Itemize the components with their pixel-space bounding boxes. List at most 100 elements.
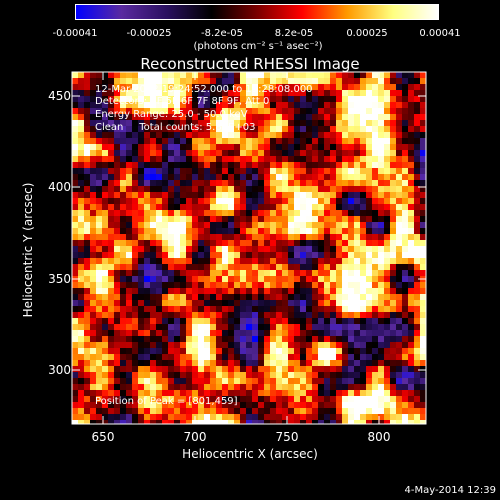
heatmap-cell <box>186 330 192 336</box>
heatmap-cell <box>384 384 390 390</box>
heatmap-cell <box>180 114 186 120</box>
heatmap-cell <box>120 204 126 210</box>
heatmap-cell <box>72 228 78 234</box>
heatmap-cell <box>120 330 126 336</box>
heatmap-cell <box>252 348 258 354</box>
heatmap-cell <box>156 108 162 114</box>
heatmap-cell <box>108 234 114 240</box>
heatmap-cell <box>366 312 372 318</box>
heatmap-cell <box>126 204 132 210</box>
heatmap-cell <box>120 378 126 384</box>
heatmap-cell <box>162 264 168 270</box>
heatmap-cell <box>414 408 420 414</box>
heatmap-cell <box>234 384 240 390</box>
heatmap-cell <box>288 198 294 204</box>
heatmap-cell <box>174 276 180 282</box>
heatmap-cell <box>78 288 84 294</box>
heatmap-cell <box>390 360 396 366</box>
heatmap-cell <box>90 198 96 204</box>
heatmap-cell <box>414 360 420 366</box>
heatmap-cell <box>288 378 294 384</box>
heatmap-cell <box>264 300 270 306</box>
heatmap-cell <box>318 384 324 390</box>
heatmap-cell <box>150 366 156 372</box>
heatmap-cell <box>192 390 198 396</box>
heatmap-cell <box>270 174 276 180</box>
heatmap-cell <box>216 90 222 96</box>
heatmap-cell <box>336 252 342 258</box>
heatmap-cell <box>264 360 270 366</box>
heatmap-cell <box>312 240 318 246</box>
timestamp: 4-May-2014 12:39 <box>404 485 496 496</box>
heatmap-cell <box>330 234 336 240</box>
heatmap-cell <box>402 102 408 108</box>
heatmap-cell <box>234 324 240 330</box>
heatmap-cell <box>276 240 282 246</box>
heatmap-cell <box>84 372 90 378</box>
heatmap-cell <box>162 366 168 372</box>
heatmap-cell <box>324 372 330 378</box>
heatmap-cell <box>192 384 198 390</box>
heatmap-cell <box>420 330 426 336</box>
heatmap-cell <box>144 414 150 420</box>
heatmap-cell <box>396 198 402 204</box>
heatmap-cell <box>276 384 282 390</box>
heatmap-cell <box>186 84 192 90</box>
heatmap-cell <box>414 72 420 78</box>
heatmap-cell <box>78 186 84 192</box>
heatmap-cell <box>78 144 84 150</box>
heatmap-cell <box>222 372 228 378</box>
heatmap-cell <box>252 324 258 330</box>
heatmap-cell <box>132 354 138 360</box>
heatmap-cell <box>288 372 294 378</box>
heatmap-cell <box>390 240 396 246</box>
heatmap-cell <box>132 144 138 150</box>
heatmap-cell <box>330 312 336 318</box>
heatmap-cell <box>276 162 282 168</box>
heatmap-cell <box>312 276 318 282</box>
heatmap-cell <box>408 294 414 300</box>
heatmap-cell <box>288 384 294 390</box>
heatmap-cell <box>144 270 150 276</box>
heatmap-cell <box>336 222 342 228</box>
heatmap-cell <box>396 264 402 270</box>
heatmap-cell <box>414 210 420 216</box>
heatmap-cell <box>414 120 420 126</box>
heatmap-cell <box>84 330 90 336</box>
heatmap-cell <box>396 402 402 408</box>
heatmap-cell <box>150 84 156 90</box>
heatmap-cell <box>330 282 336 288</box>
heatmap-cell <box>408 210 414 216</box>
heatmap-cell <box>414 102 420 108</box>
heatmap-cell <box>180 342 186 348</box>
heatmap-cell <box>138 288 144 294</box>
heatmap-cell <box>336 276 342 282</box>
heatmap-cell <box>414 204 420 210</box>
heatmap-cell <box>288 234 294 240</box>
heatmap-cell <box>90 288 96 294</box>
heatmap-cell <box>294 258 300 264</box>
heatmap-cell <box>246 360 252 366</box>
heatmap-cell <box>180 252 186 258</box>
heatmap-cell <box>150 384 156 390</box>
heatmap-cell <box>72 120 78 126</box>
heatmap-cell <box>330 420 336 424</box>
heatmap-cell <box>378 354 384 360</box>
heatmap-cell <box>396 126 402 132</box>
heatmap-cell <box>300 108 306 114</box>
heatmap-cell <box>330 84 336 90</box>
heatmap-cell <box>384 306 390 312</box>
heatmap-cell <box>342 78 348 84</box>
heatmap-cell <box>408 138 414 144</box>
heatmap-cell <box>126 294 132 300</box>
heatmap-cell <box>222 78 228 84</box>
heatmap-cell <box>216 396 222 402</box>
heatmap-cell <box>336 174 342 180</box>
heatmap-cell <box>240 312 246 318</box>
heatmap-cell <box>204 96 210 102</box>
heatmap-cell <box>390 246 396 252</box>
heatmap-cell <box>240 114 246 120</box>
heatmap-cell <box>84 240 90 246</box>
heatmap-cell <box>156 246 162 252</box>
heatmap-cell <box>318 366 324 372</box>
